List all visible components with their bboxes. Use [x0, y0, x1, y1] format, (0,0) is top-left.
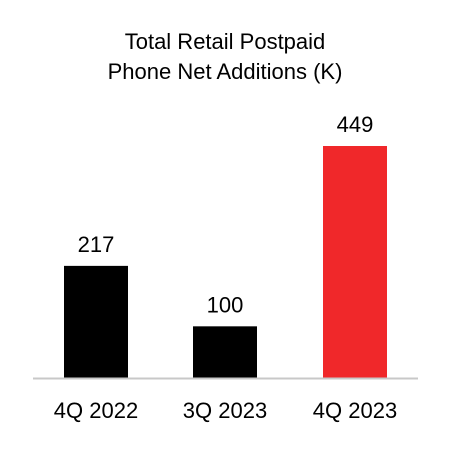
bar-3q-2023: [193, 326, 257, 378]
data-label: 217: [78, 232, 115, 257]
data-label: 100: [207, 292, 244, 317]
chart-title-line-1: Total Retail Postpaid: [124, 29, 326, 54]
x-tick-label: 4Q 2022: [54, 398, 138, 423]
x-tick-label: 4Q 2023: [313, 398, 397, 423]
chart-title-line-2: Phone Net Additions (K): [107, 59, 343, 84]
bar-4q-2022: [64, 265, 128, 378]
chart-title: Total Retail Postpaid Phone Net Addition…: [0, 27, 450, 87]
data-label: 449: [337, 112, 374, 137]
bar-4q-2023: [323, 146, 387, 378]
x-tick-label: 3Q 2023: [183, 398, 267, 423]
